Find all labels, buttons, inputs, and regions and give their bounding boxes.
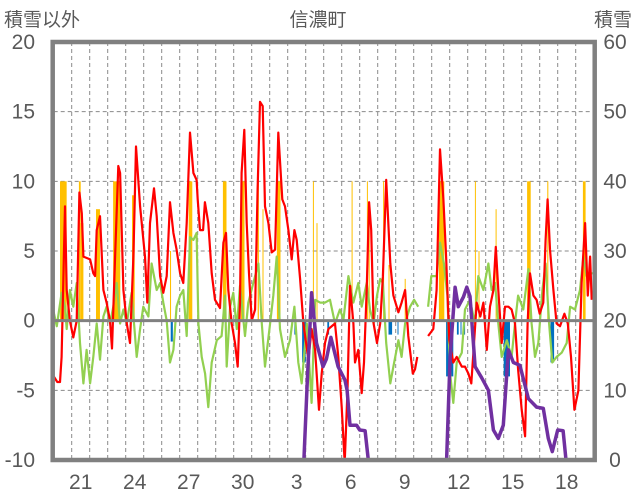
orange-bar bbox=[113, 181, 121, 321]
left-y-tick-label: 10 bbox=[12, 170, 35, 193]
x-tick-label: 18 bbox=[555, 471, 578, 494]
orange-bar bbox=[316, 223, 318, 321]
x-tick-label: 12 bbox=[447, 471, 470, 494]
orange-bar bbox=[96, 209, 100, 321]
blue-bar bbox=[397, 320, 399, 335]
orange-bar bbox=[368, 202, 370, 321]
gridlines bbox=[53, 42, 594, 460]
right-y-tick-label: 60 bbox=[603, 31, 626, 54]
x-tick-label: 9 bbox=[399, 471, 411, 494]
right-y-tick-label: 40 bbox=[603, 170, 626, 193]
left-y-tick-label: 0 bbox=[23, 310, 35, 333]
plot-border bbox=[50, 39, 597, 463]
orange-bar bbox=[169, 251, 172, 321]
x-tick-label: 15 bbox=[501, 471, 524, 494]
blue-bar bbox=[456, 320, 459, 335]
left-y-tick-label: 15 bbox=[12, 101, 35, 124]
red-series-line bbox=[427, 148, 593, 438]
orange-bar bbox=[222, 181, 227, 321]
blue-bar bbox=[550, 320, 555, 363]
right-y-tick-label: 10 bbox=[603, 379, 626, 402]
orange-bar bbox=[276, 181, 281, 321]
blue-bar bbox=[327, 320, 330, 335]
right-y-ticks: 60 50 40 30 20 10 0 bbox=[603, 31, 626, 472]
orange-bar bbox=[474, 181, 476, 321]
x-tick-label: 24 bbox=[123, 471, 147, 494]
x-tick-label: 21 bbox=[69, 471, 92, 494]
x-ticks: 21 24 27 30 3 6 9 12 15 18 bbox=[69, 471, 578, 494]
orange-bar bbox=[257, 181, 259, 321]
purple-series-line bbox=[426, 285, 594, 462]
blue-bar bbox=[460, 320, 462, 335]
x-tick-label: 3 bbox=[291, 471, 303, 494]
blue-bar bbox=[503, 320, 510, 377]
right-y-tick-label: 50 bbox=[603, 101, 626, 124]
right-y-tick-label: 20 bbox=[603, 310, 626, 333]
orange-bar bbox=[262, 209, 264, 321]
right-axis-label: 積雪 bbox=[594, 9, 632, 31]
red-series-line bbox=[52, 100, 419, 459]
left-y-tick-label: 20 bbox=[12, 31, 35, 54]
plot-frame bbox=[50, 39, 597, 463]
left-y-ticks: 20 15 10 5 0 -5 -10 bbox=[5, 31, 35, 472]
orange-bar bbox=[478, 251, 480, 321]
right-y-tick-label: 30 bbox=[603, 240, 626, 263]
left-y-tick-label: -10 bbox=[5, 449, 35, 472]
orange-bar bbox=[388, 264, 390, 321]
chart-title: 信濃町 bbox=[289, 9, 346, 31]
left-axis-label: 積雪以外 bbox=[4, 9, 80, 31]
orange-bar bbox=[312, 181, 314, 321]
x-tick-label: 30 bbox=[231, 471, 254, 494]
blue-bar bbox=[170, 320, 173, 342]
orange-bar bbox=[80, 223, 84, 321]
x-tick-label: 6 bbox=[345, 471, 357, 494]
left-y-tick-label: 5 bbox=[23, 240, 35, 263]
left-y-tick-label: -5 bbox=[16, 379, 35, 402]
right-y-tick-label: 0 bbox=[609, 449, 621, 472]
blue-bar bbox=[388, 320, 393, 335]
orange-bar bbox=[240, 181, 245, 321]
blue-bar bbox=[302, 320, 306, 363]
orange-bar bbox=[547, 181, 549, 321]
orange-bar bbox=[351, 181, 353, 321]
orange-bar bbox=[527, 181, 531, 321]
orange-bar bbox=[78, 181, 81, 321]
x-tick-label: 27 bbox=[177, 471, 200, 494]
